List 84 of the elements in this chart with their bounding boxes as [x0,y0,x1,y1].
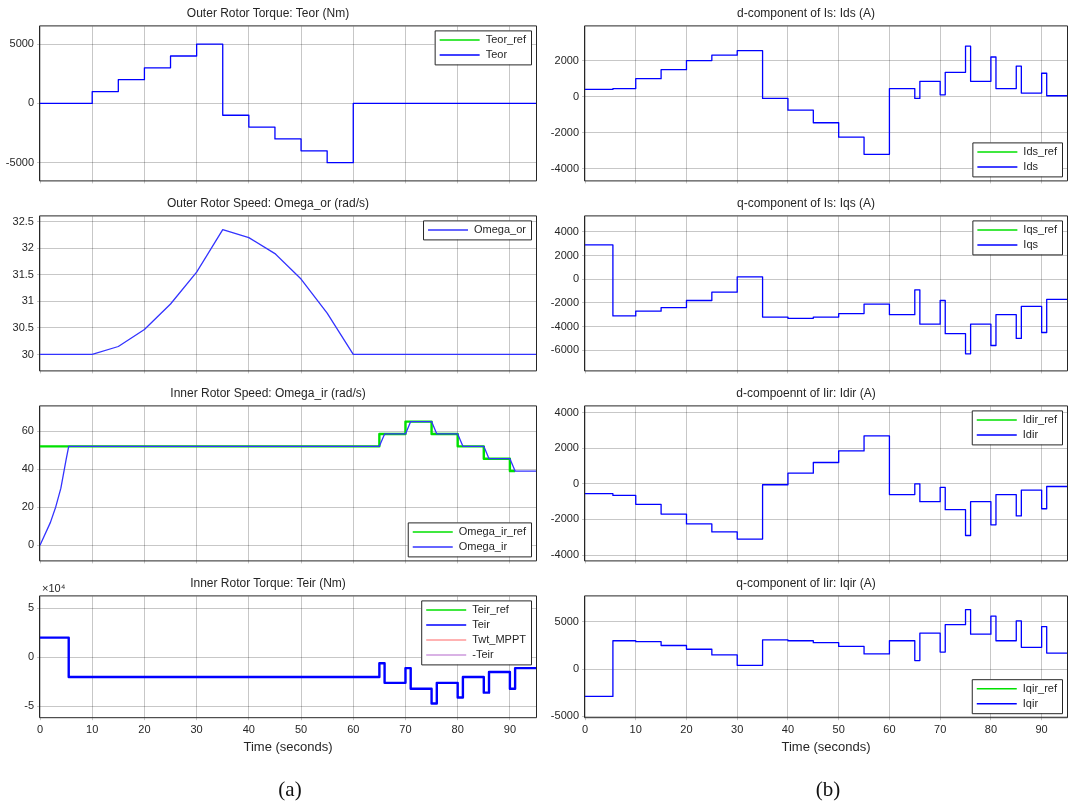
text: ×10⁴ [42,581,66,594]
chart-title: Inner Rotor Torque: Teir (Nm) [190,575,346,590]
y-tick-label: 32.5 [12,214,34,227]
legend-label: Iqs [1023,237,1039,250]
x-tick-label: 40 [781,722,795,735]
y-tick-label: 0 [572,89,579,102]
y-tick-label: -4000 [550,319,579,332]
legend-label: Twt_MPPT [472,632,527,645]
y-tick-label: 0 [572,662,579,675]
y-tick-label: -4000 [550,161,579,174]
y-tick-label: 4000 [554,405,579,418]
y-tick-label: 5000 [9,37,34,50]
x-tick-label: 30 [731,722,744,735]
y-tick-label: 0 [572,476,579,489]
y-tick-label: -2000 [550,512,579,525]
legend-label: Iqs_ref [1023,222,1058,235]
legend-label: Teor [485,47,508,60]
x-tick-label: 20 [138,722,151,735]
text: (b) [814,777,842,802]
x-tick-label: 60 [347,722,360,735]
y-tick-label: 20 [21,500,34,513]
x-tick-label: 90 [1035,722,1048,735]
x-tick-label: 20 [680,722,693,735]
y-tick-label: -5 [24,699,34,712]
legend-label: Teir_ref [472,602,510,615]
chart-title: q-component of Iir: Iqir (A) [736,575,876,590]
legend-label: Iqir [1022,696,1039,709]
legend-label: Omega_ir_ref [458,524,527,537]
x-axis-title: Time (seconds) [243,738,333,754]
chart-title: d-component of Is: Ids (A) [736,5,876,20]
x-tick-label: 80 [984,722,998,735]
y-tick-label: 5000 [554,614,579,627]
legend-label: -Teir [472,647,494,660]
y-tick-label: 0 [27,538,34,551]
legend-label: Omega_ir [458,539,508,552]
y-tick-label: 31 [21,294,34,307]
y-tick-label: -2000 [550,125,579,138]
y-tick-label: -4000 [550,548,579,561]
y-tick-label: 60 [21,424,34,437]
legend-label: Teor_ref [485,32,527,45]
text: (a) [277,777,303,802]
legend-label: Ids [1023,159,1039,172]
y-tick-label: 30 [21,347,34,360]
y-tick-label: -5000 [550,709,579,722]
legend-label: Idir_ref [1022,412,1058,425]
y-tick-label: 2000 [554,248,579,261]
y-tick-label: 0 [27,650,34,663]
x-tick-label: 30 [190,722,203,735]
y-tick-label: -2000 [550,295,579,308]
chart-title: d-compoennt of Iir: Idir (A) [736,385,876,400]
legend-label: Idir [1022,427,1039,440]
x-tick-label: 70 [399,722,412,735]
x-tick-label: 70 [934,722,947,735]
y-tick-label: -6000 [550,343,579,356]
x-tick-label: 0 [581,722,589,735]
x-tick-label: 80 [451,722,464,735]
x-tick-label: 50 [294,722,308,735]
y-tick-label: 40 [21,462,34,475]
legend-label: Omega_or [474,222,527,235]
x-tick-label: 0 [36,722,44,735]
y-tick-label: -5000 [5,155,34,168]
chart-title: Inner Rotor Speed: Omega_ir (rad/s) [170,385,366,400]
x-tick-label: 60 [883,722,896,735]
y-tick-label: 5 [27,601,34,614]
x-tick-label: 10 [629,722,642,735]
y-tick-label: 0 [27,96,34,109]
y-tick-label: 0 [572,272,579,285]
chart-title: Outer Rotor Torque: Teor (Nm) [186,5,350,20]
y-tick-label: 2000 [554,441,579,454]
legend-label: Teir [472,617,491,630]
y-tick-label: 30.5 [12,320,34,333]
x-tick-label: 50 [832,722,845,735]
legend-label: Iqir_ref [1022,681,1058,694]
chart-title: q-component of Is: Iqs (A) [736,195,876,210]
x-axis-title: Time (seconds) [781,738,871,754]
x-tick-label: 40 [242,722,255,735]
y-tick-label: 32 [21,241,34,254]
x-tick-label: 90 [503,722,517,735]
y-tick-label: 31.5 [12,267,34,280]
x-tick-label: 10 [86,722,99,735]
y-tick-label: 4000 [554,224,579,237]
legend-label: Ids_ref [1023,144,1058,157]
y-tick-label: 2000 [554,53,579,66]
chart-title: Outer Rotor Speed: Omega_or (rad/s) [166,195,370,210]
